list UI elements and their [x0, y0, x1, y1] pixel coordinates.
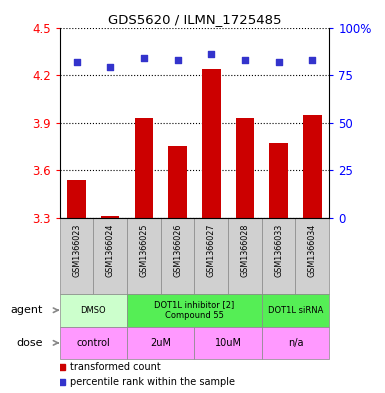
Bar	[168, 147, 187, 218]
Point	[74, 59, 80, 65]
Text: GSM1366034: GSM1366034	[308, 224, 317, 277]
Bar	[262, 327, 329, 359]
Bar	[127, 327, 194, 359]
Bar	[194, 327, 262, 359]
Title: GDS5620 / ILMN_1725485: GDS5620 / ILMN_1725485	[108, 13, 281, 26]
Point	[208, 51, 214, 57]
Bar	[67, 180, 86, 218]
Text: GSM1366026: GSM1366026	[173, 224, 182, 277]
Point	[141, 55, 147, 61]
Text: GSM1366033: GSM1366033	[274, 224, 283, 277]
Bar	[60, 327, 127, 359]
Bar	[194, 218, 228, 294]
Point	[174, 57, 181, 63]
Text: DMSO: DMSO	[80, 306, 106, 315]
Bar	[127, 218, 161, 294]
Text: GSM1366024: GSM1366024	[106, 224, 115, 277]
Text: percentile rank within the sample: percentile rank within the sample	[70, 376, 236, 387]
Bar	[60, 294, 127, 327]
Bar	[303, 115, 321, 218]
Point	[309, 57, 315, 63]
Text: GSM1366027: GSM1366027	[207, 224, 216, 277]
Point	[107, 64, 113, 71]
Text: GSM1366028: GSM1366028	[241, 224, 249, 277]
Point	[276, 59, 282, 65]
Text: DOT1L inhibitor [2]
Compound 55: DOT1L inhibitor [2] Compound 55	[154, 301, 234, 320]
Bar	[101, 216, 119, 218]
Text: GSM1366023: GSM1366023	[72, 224, 81, 277]
Point	[242, 57, 248, 63]
Bar	[228, 218, 262, 294]
Text: 2uM: 2uM	[150, 338, 171, 348]
Bar	[161, 218, 194, 294]
Text: agent: agent	[10, 305, 43, 315]
Bar	[127, 294, 262, 327]
Text: n/a: n/a	[288, 338, 303, 348]
Bar	[202, 69, 221, 218]
Bar	[60, 218, 93, 294]
Bar	[236, 118, 254, 218]
Bar	[296, 218, 329, 294]
Text: dose: dose	[16, 338, 43, 348]
Text: DOT1L siRNA: DOT1L siRNA	[268, 306, 323, 315]
Text: 10uM: 10uM	[214, 338, 242, 348]
Text: control: control	[77, 338, 110, 348]
Text: transformed count: transformed count	[70, 362, 161, 372]
Bar	[135, 118, 153, 218]
Bar	[262, 218, 296, 294]
Text: GSM1366025: GSM1366025	[139, 224, 148, 277]
Bar	[262, 294, 329, 327]
Bar	[93, 218, 127, 294]
Bar	[270, 143, 288, 218]
